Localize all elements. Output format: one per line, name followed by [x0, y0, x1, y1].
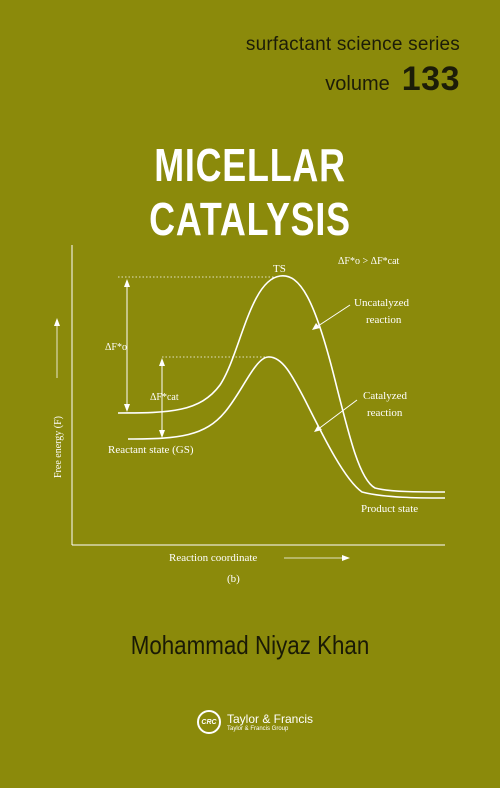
uncatalyzed-label-line2: reaction — [366, 314, 402, 326]
publisher-logo: CRC Taylor & Francis Taylor & Francis Gr… — [197, 710, 313, 734]
y-axis-label-arrow-head — [54, 318, 60, 326]
publisher-group: Taylor & Francis Group — [227, 726, 289, 732]
volume-line: volume 133 — [325, 60, 460, 99]
x-axis-label-arrow-head — [342, 555, 350, 561]
dF0-arrow-head-top — [124, 279, 130, 287]
catalyzed-curve — [127, 356, 446, 499]
volume-label: volume — [325, 73, 390, 95]
x-axis-label: Reaction coordinate — [169, 552, 257, 564]
dF0-label: ΔF*o — [105, 342, 127, 353]
series-name: surfactant science series — [245, 34, 460, 55]
dFcat-arrow-head-bottom — [159, 430, 165, 438]
crc-logo-icon: CRC — [197, 710, 221, 734]
catalyzed-callout-line — [316, 399, 358, 431]
reactant-state-label: Reactant state (GS) — [108, 444, 194, 456]
author-name: Mohammad Niyaz Khan — [130, 630, 370, 660]
volume-number: 133 — [401, 60, 460, 98]
uncatalyzed-callout-line — [314, 304, 351, 329]
panel-label: (b) — [227, 573, 240, 585]
uncatalyzed-callout-head — [312, 323, 320, 330]
dFcat-label: ΔF*cat — [150, 392, 179, 403]
catalyzed-label-line2: reaction — [367, 407, 403, 419]
product-state-label: Product state — [361, 503, 418, 515]
catalyzed-callout-head — [314, 425, 322, 432]
publisher-name: Taylor & Francis — [227, 712, 314, 726]
y-axis-label: Free energy (F) — [53, 416, 64, 478]
uncatalyzed-curve — [117, 275, 446, 493]
book-title: MICELLAR CATALYSIS — [149, 139, 351, 245]
catalyzed-label-line1: Catalyzed — [363, 390, 407, 402]
dF0-arrow-head-bottom — [124, 404, 130, 412]
uncatalyzed-label-line1: Uncatalyzed — [354, 297, 409, 309]
dFcat-arrow-head-top — [159, 358, 165, 366]
relation-label: ΔF*o > ΔF*cat — [338, 256, 400, 267]
ts-label: TS — [273, 263, 286, 275]
